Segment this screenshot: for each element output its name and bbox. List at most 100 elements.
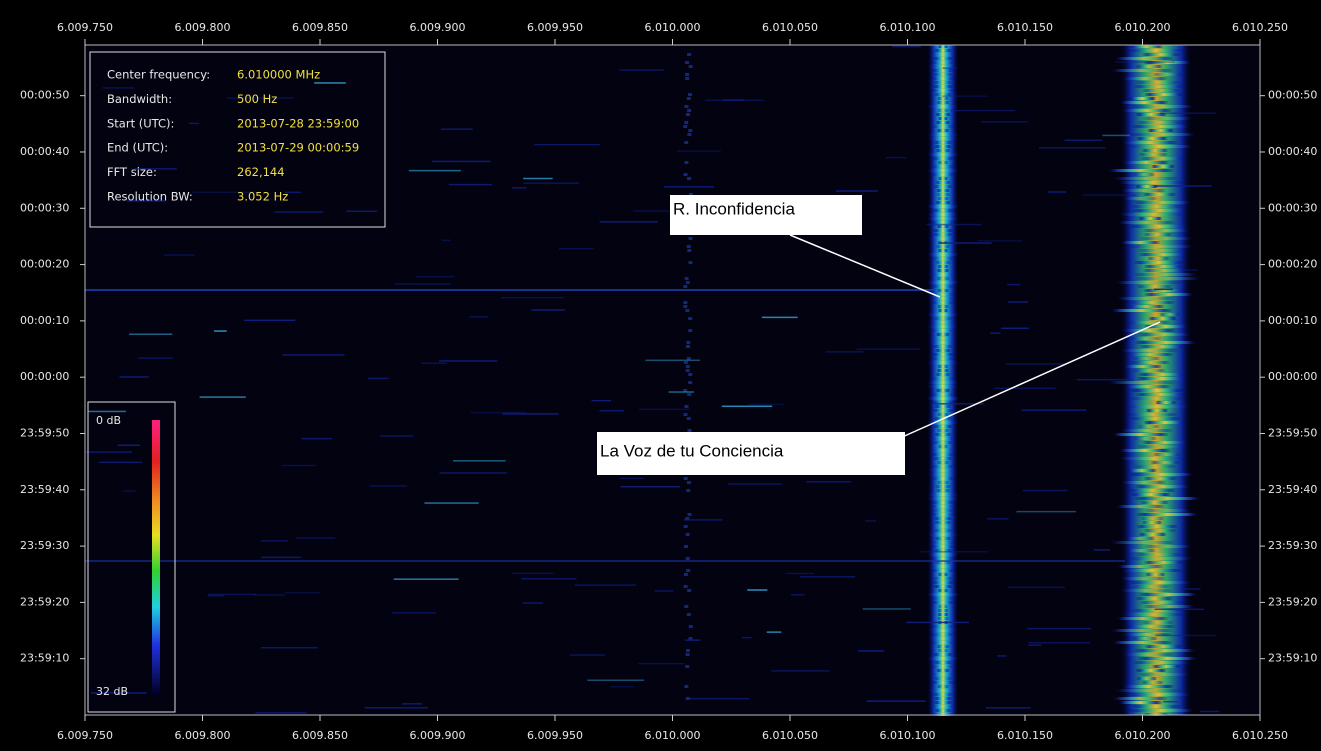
signal-speck: [932, 57, 954, 60]
signal-speck: [1122, 685, 1175, 688]
signal-speck: [687, 109, 692, 112]
signal-speck: [934, 405, 952, 408]
noise-streak: [886, 156, 907, 159]
noise-streak: [981, 121, 1028, 123]
signal-speck: [686, 569, 691, 572]
noise-streak: [926, 223, 982, 226]
noise-streak: [723, 99, 744, 101]
signal-speck: [927, 65, 959, 68]
info-value: 2013-07-28 23:59:00: [237, 116, 359, 130]
signal-speck: [929, 545, 957, 548]
signal-speck: [685, 345, 690, 348]
signal-speck: [685, 77, 690, 80]
signal-speck: [930, 165, 956, 168]
signal-speck: [685, 557, 690, 560]
y-tick-label: 00:00:20: [20, 258, 69, 271]
annotation-text: R. Inconfidencia: [673, 199, 795, 218]
noise-streak: [164, 254, 195, 256]
noise-streak: [1008, 301, 1029, 303]
signal-speck: [936, 669, 950, 672]
noise-streak: [408, 169, 461, 172]
x-tick-label: 6.009.800: [175, 729, 231, 742]
noise-streak: [587, 679, 645, 682]
signal-speck: [688, 625, 693, 628]
signal-speck: [688, 373, 693, 376]
y-tick-label: 23:59:40: [20, 483, 69, 496]
signal-speck: [1109, 69, 1174, 72]
signal-speck: [929, 89, 957, 92]
signal-speck: [687, 429, 692, 432]
signal-speck: [684, 141, 689, 144]
signal-speck: [1120, 241, 1161, 244]
signal-speck: [1116, 221, 1176, 224]
signal-speck: [932, 229, 954, 232]
noise-streak: [668, 391, 694, 393]
info-label: Center frequency:: [107, 68, 210, 82]
signal-speck: [683, 361, 688, 364]
signal-speck: [1143, 265, 1184, 268]
noise-streak: [261, 556, 301, 559]
signal-speck: [927, 213, 959, 216]
signal-speck: [927, 385, 959, 388]
x-tick-label: 6.010.250: [1232, 21, 1288, 34]
signal-speck: [683, 305, 688, 308]
signal-speck: [1109, 309, 1174, 312]
signal-speck: [1130, 397, 1185, 400]
signal-speck: [688, 329, 693, 332]
signal-speck: [933, 549, 953, 552]
y-tick-label: 23:59:20: [1268, 595, 1317, 608]
signal-speck: [933, 585, 953, 588]
signal-speck: [1125, 549, 1157, 552]
signal-speck: [1114, 505, 1166, 508]
signal-speck: [688, 65, 693, 68]
signal-speck: [933, 185, 953, 188]
signal-speck: [931, 509, 955, 512]
signal-speck: [934, 261, 952, 264]
noise-streak: [825, 351, 864, 353]
signal-speck: [1145, 409, 1169, 412]
signal-speck: [934, 561, 952, 564]
signal-speck: [1143, 529, 1177, 532]
signal-speck: [926, 657, 960, 660]
noise-streak: [134, 168, 177, 170]
signal-speck: [932, 409, 954, 412]
signal-speck: [1128, 473, 1195, 476]
signal-speck: [930, 681, 956, 684]
signal-speck: [934, 709, 952, 712]
noise-streak: [591, 399, 612, 402]
y-tick-label: 23:59:20: [20, 595, 69, 608]
info-value: 2013-07-29 00:00:59: [237, 141, 359, 155]
x-tick-label: 6.010.150: [997, 21, 1053, 34]
noise-streak: [684, 639, 701, 641]
signal-speck: [937, 573, 949, 576]
annotation: La Voz de tu Conciencia: [597, 321, 1161, 475]
noise-streak: [1001, 327, 1029, 330]
x-tick-label: 6.010.100: [880, 21, 936, 34]
signal-speck: [1127, 321, 1171, 324]
signal-speck: [930, 257, 956, 260]
signal-speck: [1159, 313, 1181, 316]
noise-streak: [431, 160, 491, 163]
signal-speck: [928, 469, 958, 472]
signal-speck: [687, 513, 692, 516]
noise-streak: [128, 333, 173, 335]
noise-streak: [207, 593, 257, 596]
signal-speck: [1118, 457, 1189, 460]
noise-streak: [677, 150, 721, 152]
signal-speck: [1132, 369, 1166, 372]
signal-speck: [932, 653, 954, 656]
signal-speck: [1111, 433, 1170, 436]
noise-streak: [126, 200, 166, 202]
signal-speck: [1125, 353, 1174, 356]
x-tick-label: 6.010.100: [880, 729, 936, 742]
noise-streak: [747, 589, 768, 591]
y-tick-label: 00:00:20: [1268, 258, 1317, 271]
signal-speck: [1119, 589, 1173, 592]
signal-speck: [1127, 305, 1165, 308]
y-tick-label: 00:00:50: [20, 89, 69, 102]
signal-speck: [685, 309, 690, 312]
info-value: 6.010000 MHz: [237, 68, 320, 82]
signal-speck: [937, 117, 949, 120]
signal-speck: [935, 201, 951, 204]
